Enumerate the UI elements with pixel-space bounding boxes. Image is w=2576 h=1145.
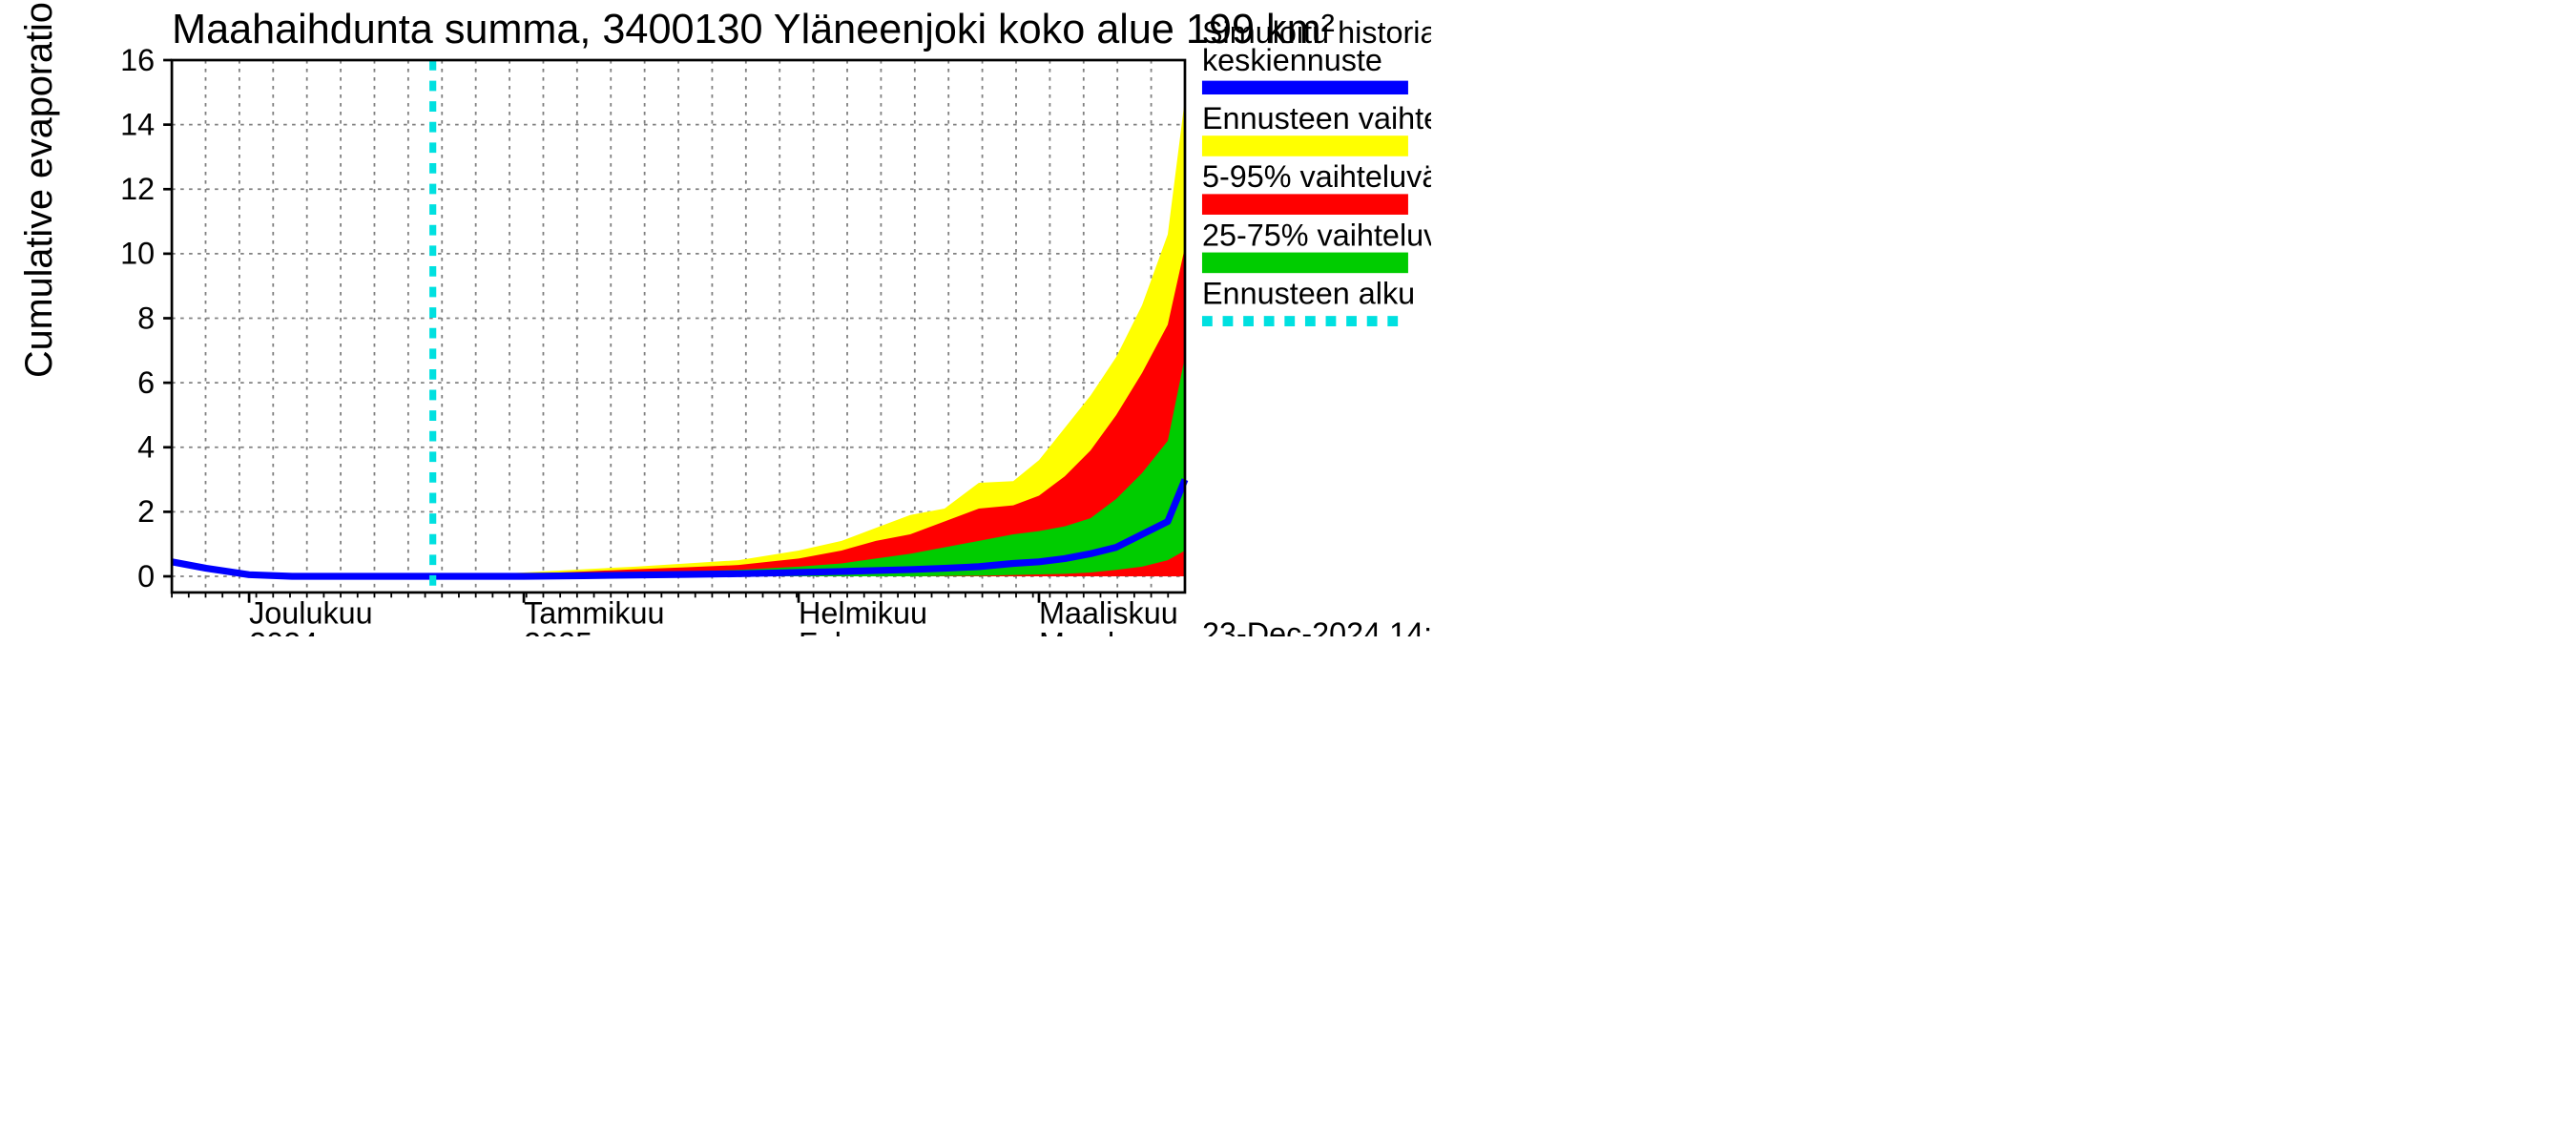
chart-svg: 0 2 4 6 8 10 12 14 16 Joulukuu2024 Tammikuu2025 Hel… bbox=[0, 0, 1431, 636]
legend-label: Ennusteen alku bbox=[1202, 277, 1415, 311]
legend-label: keskiennuste bbox=[1202, 43, 1382, 77]
x-month-label-top: Tammikuu bbox=[524, 595, 665, 630]
y-axis-label: Cumulative evaporation mm bbox=[18, 0, 60, 378]
chart-container: 0 2 4 6 8 10 12 14 16 Joulukuu2024 Tammikuu2025 Hel… bbox=[0, 0, 1431, 636]
legend-swatch bbox=[1202, 194, 1408, 215]
footer-timestamp: 23-Dec-2024 14:27 WSFS-O bbox=[1202, 616, 1431, 636]
x-month-label-bottom: February bbox=[799, 627, 923, 636]
x-month-label-bottom: 2024 bbox=[249, 627, 318, 636]
x-month-label-top: Joulukuu bbox=[249, 595, 373, 630]
y-tick-label: 10 bbox=[120, 237, 155, 271]
x-month-label-bottom: March bbox=[1039, 627, 1125, 636]
legend-swatch bbox=[1202, 135, 1408, 156]
y-tick-label: 4 bbox=[137, 430, 155, 465]
legend-swatch bbox=[1202, 253, 1408, 274]
y-tick-label: 2 bbox=[137, 494, 155, 529]
x-month-label-top: Maaliskuu bbox=[1039, 595, 1178, 630]
y-tick-label: 12 bbox=[120, 172, 155, 206]
y-tick-label: 14 bbox=[120, 107, 155, 141]
y-tick-label: 0 bbox=[137, 559, 155, 593]
x-month-label-top: Helmikuu bbox=[799, 595, 927, 630]
legend-label: 25-75% vaihteluväli bbox=[1202, 218, 1431, 252]
y-tick-label: 8 bbox=[137, 301, 155, 335]
legend-label: 5-95% vaihteluväli bbox=[1202, 159, 1431, 194]
y-tick-label: 6 bbox=[137, 365, 155, 400]
x-month-label-bottom: 2025 bbox=[524, 627, 592, 636]
y-tick-label: 16 bbox=[120, 43, 155, 77]
legend-label: Ennusteen vaihteluväli bbox=[1202, 101, 1431, 135]
chart-title: Maahaihdunta summa, 3400130 Yläneenjoki … bbox=[172, 7, 1335, 52]
